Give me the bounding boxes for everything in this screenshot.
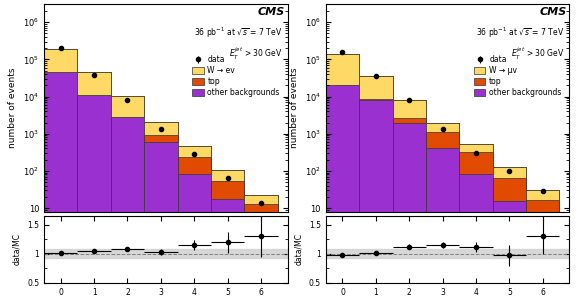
Bar: [177, 146, 211, 157]
Y-axis label: data/MC: data/MC: [294, 233, 303, 266]
Bar: [526, 190, 559, 223]
Bar: [244, 195, 278, 223]
Text: 36 pb$^{-1}$ at $\sqrt{s}$ = 7 TeV: 36 pb$^{-1}$ at $\sqrt{s}$ = 7 TeV: [476, 25, 565, 40]
Bar: [326, 54, 359, 85]
Text: 36 pb$^{-1}$ at $\sqrt{s}$ = 7 TeV: 36 pb$^{-1}$ at $\sqrt{s}$ = 7 TeV: [194, 25, 283, 40]
Bar: [77, 72, 111, 95]
Bar: [144, 122, 177, 142]
Bar: [211, 170, 244, 296]
Bar: [426, 123, 459, 132]
Bar: [44, 49, 77, 72]
Y-axis label: data/MC: data/MC: [12, 233, 22, 266]
Bar: [44, 49, 77, 72]
Bar: [459, 144, 492, 152]
Bar: [393, 100, 426, 296]
Text: CMS: CMS: [539, 7, 567, 17]
Bar: [426, 123, 459, 149]
Bar: [177, 146, 211, 174]
Bar: [244, 195, 278, 296]
Bar: [177, 146, 211, 296]
Y-axis label: number of events: number of events: [8, 68, 18, 148]
Bar: [526, 190, 559, 296]
Bar: [359, 75, 393, 99]
Bar: [459, 144, 492, 174]
Bar: [459, 144, 492, 296]
Bar: [359, 75, 393, 100]
Text: $E_T^{jet}$ > 30 GeV: $E_T^{jet}$ > 30 GeV: [229, 46, 283, 62]
Legend: data, W → ev, top, other backgrounds: data, W → ev, top, other backgrounds: [191, 54, 281, 99]
Bar: [492, 167, 526, 296]
Bar: [144, 122, 177, 296]
Y-axis label: number of events: number of events: [290, 68, 299, 148]
Bar: [111, 96, 144, 296]
Bar: [144, 122, 177, 134]
Bar: [326, 54, 359, 85]
Bar: [77, 72, 111, 95]
Bar: [492, 167, 526, 202]
Bar: [492, 167, 526, 178]
Bar: [211, 170, 244, 181]
Bar: [77, 72, 111, 296]
Text: CMS: CMS: [258, 7, 285, 17]
Bar: [326, 54, 359, 296]
Bar: [111, 96, 144, 117]
Bar: [393, 100, 426, 123]
Bar: [526, 190, 559, 200]
Bar: [393, 100, 426, 118]
Bar: [244, 195, 278, 204]
Bar: [359, 75, 393, 296]
Bar: [211, 170, 244, 199]
Bar: [44, 49, 77, 296]
Text: $E_T^{jet}$ > 30 GeV: $E_T^{jet}$ > 30 GeV: [511, 46, 565, 62]
Bar: [111, 96, 144, 117]
Legend: data, W → μv, top, other backgrounds: data, W → μv, top, other backgrounds: [473, 54, 563, 99]
Bar: [426, 123, 459, 296]
